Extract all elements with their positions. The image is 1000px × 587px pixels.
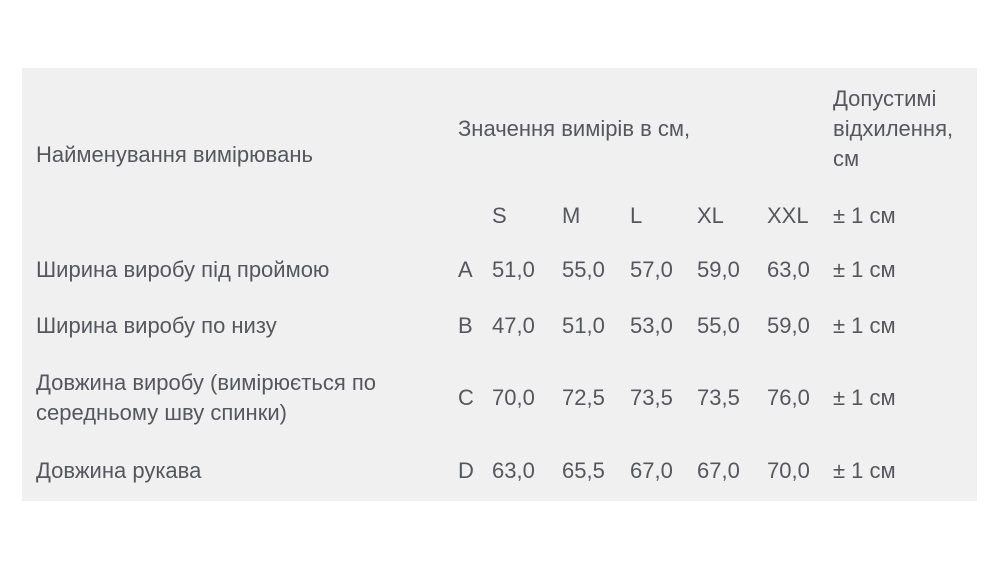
size-value-xl: 73,5: [697, 385, 740, 411]
size-value-m: 65,5: [562, 457, 605, 483]
measurement-letter: C: [458, 385, 474, 411]
size-value-s: 51,0: [492, 257, 535, 283]
size-value-xl: 67,0: [697, 457, 740, 483]
size-value-xxl: 76,0: [767, 385, 810, 411]
size-value-l: 67,0: [630, 457, 673, 483]
size-value-s: 70,0: [492, 385, 535, 411]
size-value-xxl: 59,0: [767, 313, 810, 339]
size-column-header-l: L: [630, 203, 643, 229]
size-value-s: 47,0: [492, 313, 535, 339]
size-value-xl: 55,0: [697, 313, 740, 339]
measurement-name: Довжина виробу (вимірюється по середньом…: [36, 370, 376, 425]
measurement-letter: D: [458, 457, 474, 483]
size-value-xl: 59,0: [697, 257, 740, 283]
header-allowed-deviation: Допустимі відхилення, см: [833, 86, 954, 171]
size-value-m: 72,5: [562, 385, 605, 411]
measurement-name: Ширина виробу по низу: [36, 313, 277, 339]
size-column-header-m: M: [562, 203, 581, 229]
measurement-letter: A: [458, 257, 473, 283]
measurement-name: Ширина виробу під проймою: [36, 257, 330, 283]
measurement-letter: B: [458, 313, 473, 339]
measurement-name: Довжина рукава: [36, 457, 202, 483]
header-measurement-name: Найменування вимірювань: [36, 142, 313, 168]
tolerance-column-header: ± 1 см: [833, 203, 896, 229]
tolerance-value: ± 1 см: [833, 385, 896, 411]
size-value-s: 63,0: [492, 457, 535, 483]
size-value-l: 73,5: [630, 385, 673, 411]
tolerance-value: ± 1 см: [833, 257, 896, 283]
size-chart-panel: Найменування вимірювань Значення вимірів…: [22, 68, 977, 501]
size-value-l: 53,0: [630, 313, 673, 339]
size-value-m: 51,0: [562, 313, 605, 339]
tolerance-value: ± 1 см: [833, 457, 896, 483]
header-values-in-cm: Значення вимірів в см,: [458, 116, 691, 142]
size-value-xxl: 70,0: [767, 457, 810, 483]
tolerance-value: ± 1 см: [833, 313, 896, 339]
size-value-xxl: 63,0: [767, 257, 810, 283]
size-value-m: 55,0: [562, 257, 605, 283]
size-chart-table: Найменування вимірювань Значення вимірів…: [36, 68, 962, 499]
size-column-header-xl: XL: [697, 203, 724, 229]
size-column-header-xxl: XXL: [767, 203, 809, 229]
size-value-l: 57,0: [630, 257, 673, 283]
size-column-header-s: S: [492, 203, 507, 229]
